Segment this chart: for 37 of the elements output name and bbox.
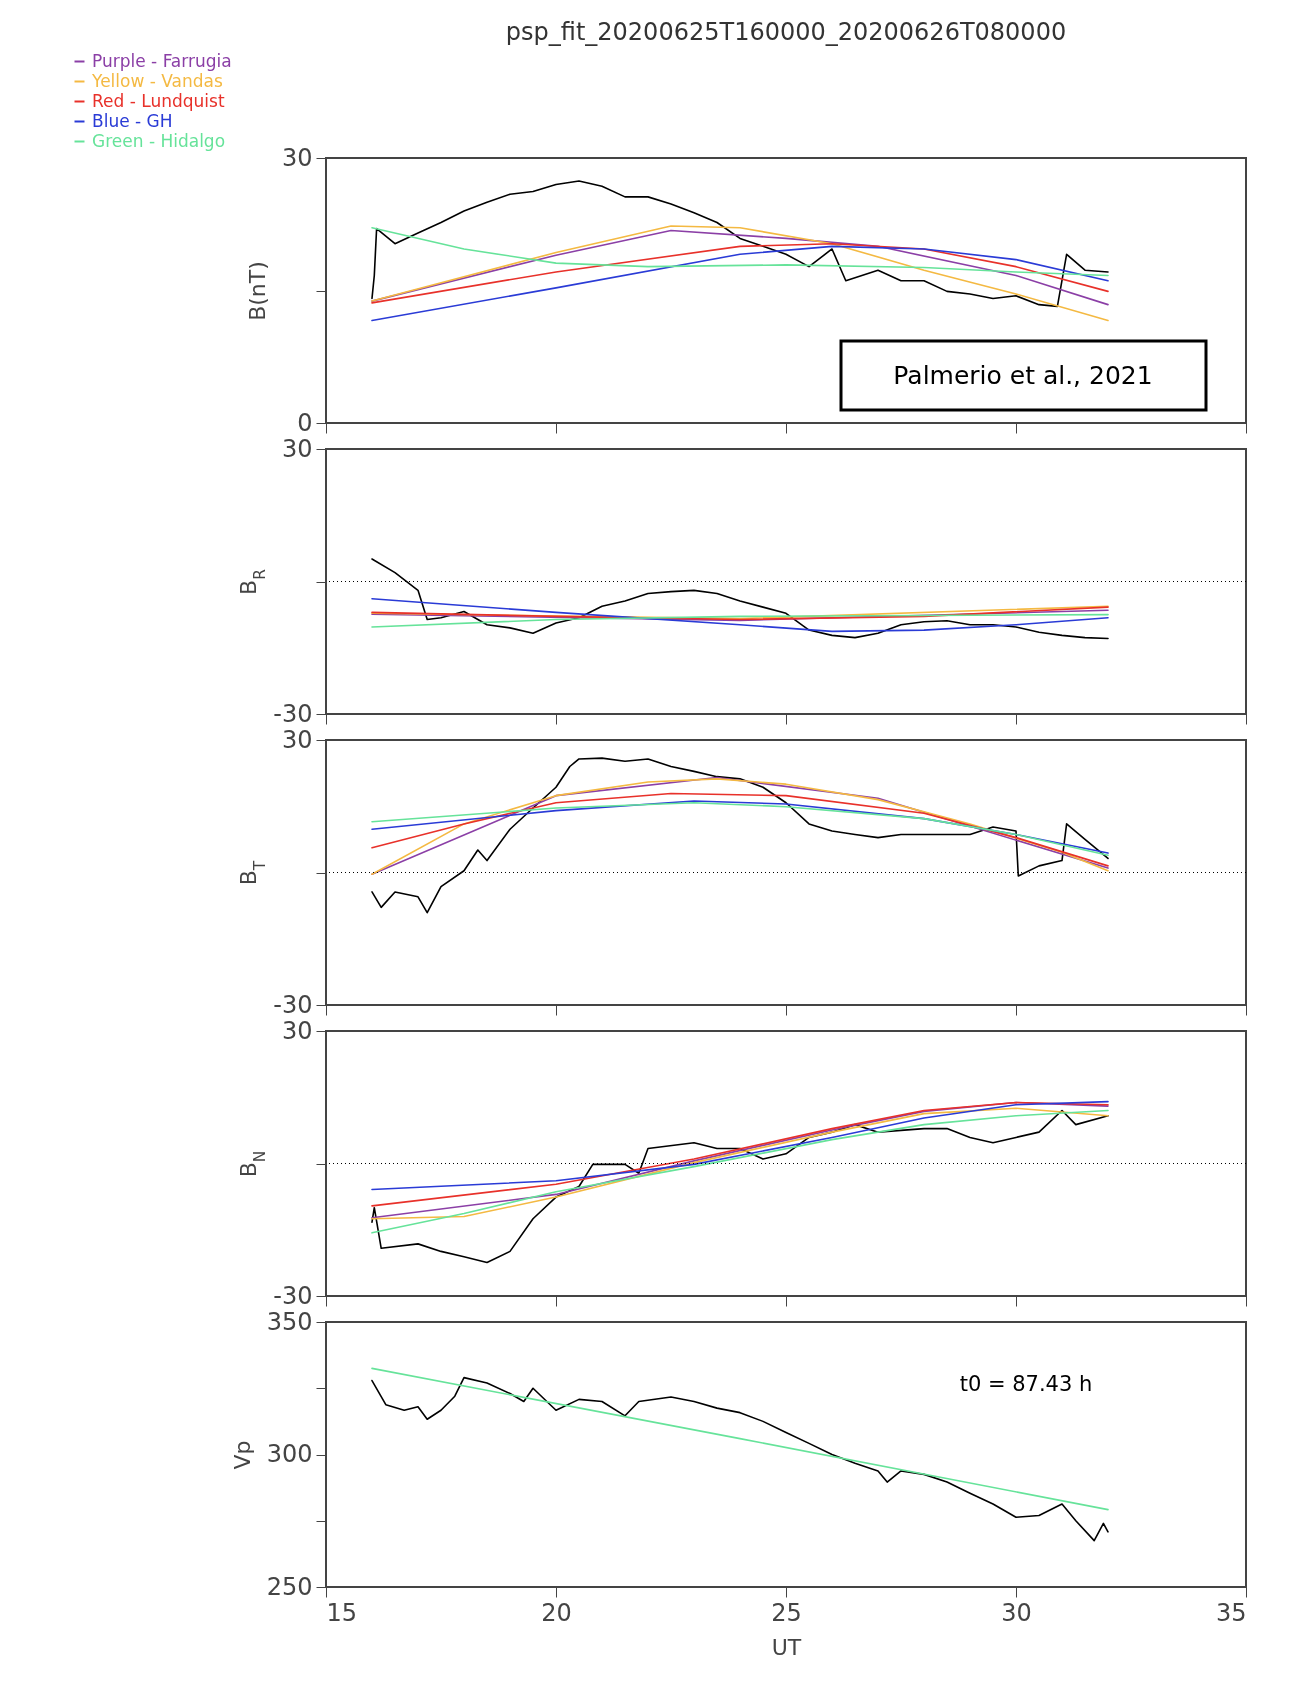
- line-series: [371, 1376, 1109, 1542]
- y-tick-label: 30: [281, 434, 313, 463]
- x-tick-label: 35: [1215, 1598, 1247, 1627]
- legend-label: Red - Lundquist: [92, 90, 225, 111]
- x-tick-label: 15: [326, 1598, 358, 1627]
- y-tick-label: -30: [273, 1281, 313, 1310]
- line-series: [371, 613, 1109, 628]
- line-series: [371, 180, 1109, 308]
- y-axis-title: B(nT): [244, 261, 270, 321]
- line-series: [371, 245, 1109, 322]
- x-tick-label: 30: [1001, 1598, 1032, 1627]
- y-tick-label: 30: [281, 143, 313, 172]
- legend-label: Yellow - Vandas: [91, 70, 223, 91]
- y-tick-label: 0: [297, 408, 313, 437]
- y-tick-label: 30: [281, 1016, 313, 1045]
- legend-label: Green - Hidalgo: [92, 130, 226, 151]
- line-series: [371, 242, 1109, 304]
- annotation: t0 = 87.43 h: [959, 1372, 1093, 1396]
- y-tick-label: 300: [266, 1440, 313, 1468]
- line-series: [371, 597, 1109, 633]
- y-tick-label: 250: [266, 1572, 313, 1601]
- line-series: [371, 1100, 1109, 1191]
- y-axis-title: Vp: [229, 1440, 255, 1470]
- annotation: Palmerio et al., 2021: [893, 361, 1153, 390]
- legend-label: Purple - Farrugia: [92, 50, 232, 71]
- y-tick-label: 350: [266, 1307, 313, 1336]
- y-tick-label: 30: [281, 725, 313, 754]
- line-series: [371, 792, 1109, 867]
- line-series: [371, 226, 1109, 277]
- line-series: [371, 225, 1109, 322]
- y-tick-label: -30: [273, 699, 313, 728]
- x-tick-label: 20: [541, 1598, 572, 1627]
- chart-title: psp_fit_20200625T160000_20200626T080000: [505, 18, 1067, 46]
- legend-label: Blue - GH: [92, 110, 173, 131]
- x-tick-label: 25: [771, 1598, 802, 1627]
- y-tick-label: -30: [273, 990, 313, 1019]
- x-axis-title: UT: [771, 1634, 802, 1660]
